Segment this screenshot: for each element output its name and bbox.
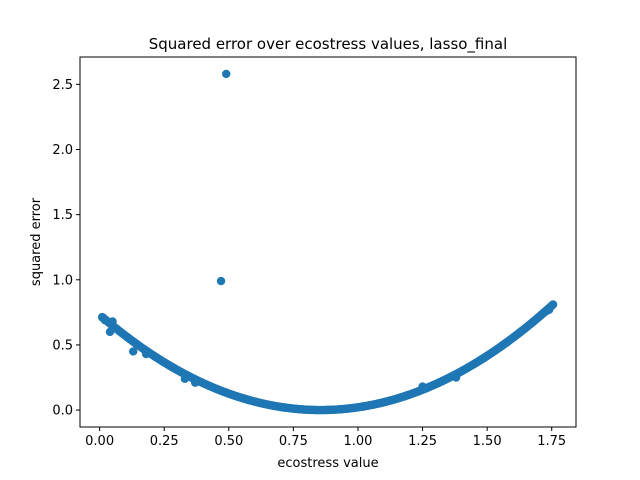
x-tick-label: 0.25 bbox=[150, 434, 179, 449]
data-point bbox=[418, 382, 427, 391]
data-points bbox=[98, 69, 558, 415]
x-tick-label: 0.75 bbox=[279, 434, 308, 449]
chart-title: Squared error over ecostress values, las… bbox=[149, 35, 508, 54]
x-tick-label: 0.50 bbox=[214, 434, 243, 449]
x-tick-label: 1.50 bbox=[473, 434, 502, 449]
x-tick-label: 1.00 bbox=[343, 434, 372, 449]
plot-frame bbox=[79, 56, 577, 428]
y-tick-label: 1.0 bbox=[52, 273, 73, 288]
y-tick-label: 2.5 bbox=[52, 78, 73, 93]
data-point bbox=[180, 374, 190, 383]
data-point bbox=[100, 315, 110, 325]
data-point bbox=[141, 349, 151, 359]
outlier-point bbox=[222, 69, 231, 79]
y-axis-ticks: 0.0 0.5 1.0 1.5 2.0 2.5 bbox=[52, 78, 80, 419]
data-point bbox=[108, 317, 117, 326]
y-tick-label: 1.5 bbox=[52, 208, 73, 223]
y-tick-label: 2.0 bbox=[52, 143, 73, 158]
y-tick-label: 0.0 bbox=[52, 404, 73, 419]
x-axis-ticks: 0.00 0.25 0.50 0.75 1.00 1.25 1.50 1.75 bbox=[85, 427, 566, 449]
data-point bbox=[477, 355, 487, 364]
y-tick-label: 0.5 bbox=[52, 338, 73, 353]
y-axis-label: squared error bbox=[29, 197, 44, 286]
data-point bbox=[451, 373, 461, 382]
data-point bbox=[191, 378, 200, 387]
outlier-point bbox=[216, 276, 226, 286]
data-point bbox=[129, 347, 138, 356]
x-tick-label: 1.75 bbox=[537, 434, 566, 449]
x-tick-label: 0.00 bbox=[85, 434, 114, 449]
data-point bbox=[548, 300, 558, 309]
x-axis-label: ecostress value bbox=[277, 456, 378, 471]
data-point bbox=[105, 327, 115, 337]
x-tick-label: 1.25 bbox=[408, 434, 437, 449]
